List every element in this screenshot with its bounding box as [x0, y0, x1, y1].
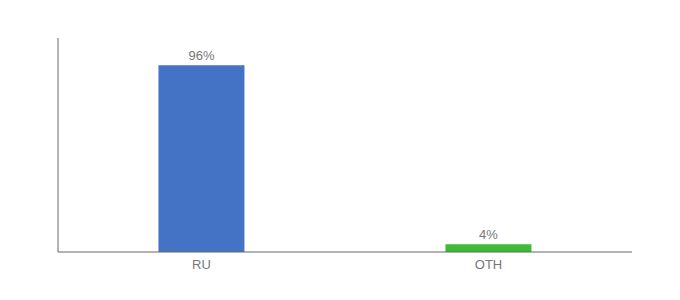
- svg-text:OTH: OTH: [475, 257, 502, 272]
- svg-text:RU: RU: [192, 257, 211, 272]
- svg-text:96%: 96%: [188, 48, 214, 63]
- svg-text:4%: 4%: [479, 227, 498, 242]
